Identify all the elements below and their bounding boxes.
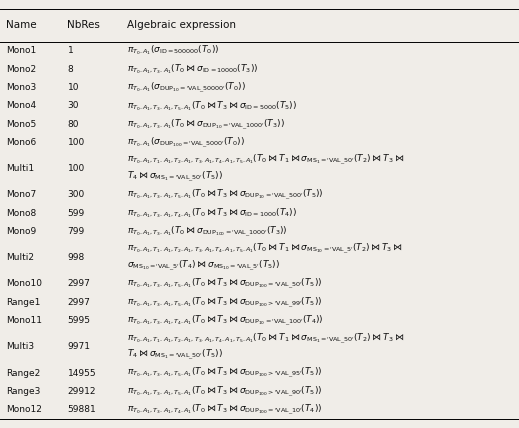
Text: $\pi_{T_0.A_1,T_3.A_1,T_5.A_1}(T_0 \bowtie T_3 \bowtie \sigma_{\mathrm{DUP}_{100: $\pi_{T_0.A_1,T_3.A_1,T_5.A_1}(T_0 \bowt… — [127, 277, 323, 291]
Text: $\pi_{T_0.A_1,T_1.A_1,T_2.A_1,T_3.A_1,T_4.A_1,T_5.A_1}(T_0 \bowtie T_1 \bowtie \: $\pi_{T_0.A_1,T_1.A_1,T_2.A_1,T_3.A_1,T_… — [127, 153, 404, 167]
Text: Mono8: Mono8 — [6, 209, 36, 218]
Text: $\pi_{T_0.A_1,T_3.A_1,T_5.A_1}(T_0 \bowtie T_3 \bowtie \sigma_{\mathrm{ID}=5000}: $\pi_{T_0.A_1,T_3.A_1,T_5.A_1}(T_0 \bowt… — [127, 99, 297, 113]
Text: Mono2: Mono2 — [6, 65, 36, 74]
Text: $\pi_{T_0.A_1,T_3.A_1}(T_0 \bowtie \sigma_{\mathrm{ID}=10000}(T_3))$: $\pi_{T_0.A_1,T_3.A_1}(T_0 \bowtie \sigm… — [127, 62, 258, 76]
Text: 799: 799 — [67, 227, 85, 236]
Text: 30: 30 — [67, 101, 79, 110]
Text: $T_4 \bowtie \sigma_{\mathrm{MS}_1=\mathrm{'VAL\_50'}}(T_5))$: $T_4 \bowtie \sigma_{\mathrm{MS}_1=\math… — [127, 169, 223, 184]
Text: Range3: Range3 — [6, 387, 40, 396]
Text: $\pi_{T_0.A_1,T_3.A_1,T_5.A_1}(T_0 \bowtie T_3 \bowtie \sigma_{\mathrm{DUP}_{100: $\pi_{T_0.A_1,T_3.A_1,T_5.A_1}(T_0 \bowt… — [127, 295, 323, 309]
Text: $\pi_{T_0.A_1}(\sigma_{\mathrm{ID}=500000}(T_0))$: $\pi_{T_0.A_1}(\sigma_{\mathrm{ID}=50000… — [127, 44, 220, 57]
Text: $\pi_{T_0.A_1,T_3.A_1,T_4.A_1}(T_0 \bowtie T_3 \bowtie \sigma_{\mathrm{DUP}_{10}: $\pi_{T_0.A_1,T_3.A_1,T_4.A_1}(T_0 \bowt… — [127, 314, 324, 328]
Text: Mono10: Mono10 — [6, 279, 42, 288]
Text: $\pi_{T_0.A_1,T_3.A_1}(T_0 \bowtie \sigma_{\mathrm{DUP}_{100}=\mathrm{'VAL\_1000: $\pi_{T_0.A_1,T_3.A_1}(T_0 \bowtie \sigm… — [127, 225, 288, 239]
Text: 1: 1 — [67, 46, 73, 55]
Text: Mono12: Mono12 — [6, 405, 42, 414]
Text: 59881: 59881 — [67, 405, 96, 414]
Text: $\pi_{T_0.A_1,T_3.A_1,T_5.A_1}(T_0 \bowtie T_3 \bowtie \sigma_{\mathrm{DUP}_{100: $\pi_{T_0.A_1,T_3.A_1,T_5.A_1}(T_0 \bowt… — [127, 366, 323, 380]
Text: $\pi_{T_0.A_1,T_3.A_1,T_4.A_1}(T_0 \bowtie T_3 \bowtie \sigma_{\mathrm{ID}=1000}: $\pi_{T_0.A_1,T_3.A_1,T_4.A_1}(T_0 \bowt… — [127, 207, 297, 220]
Text: 100: 100 — [67, 164, 85, 173]
Text: Range1: Range1 — [6, 298, 40, 307]
Text: 8: 8 — [67, 65, 73, 74]
Text: 599: 599 — [67, 209, 85, 218]
Text: $\pi_{T_0.A_1}(\sigma_{\mathrm{DUP}_{100}=\mathrm{'VAL\_5000'}}(T_0))$: $\pi_{T_0.A_1}(\sigma_{\mathrm{DUP}_{100… — [127, 136, 245, 150]
Text: 9971: 9971 — [67, 342, 90, 351]
Text: Mono4: Mono4 — [6, 101, 36, 110]
Text: Multi2: Multi2 — [6, 253, 34, 262]
Text: $\pi_{T_0.A_1,T_3.A_1,T_5.A_1}(T_0 \bowtie T_3 \bowtie \sigma_{\mathrm{DUP}_{10}: $\pi_{T_0.A_1,T_3.A_1,T_5.A_1}(T_0 \bowt… — [127, 188, 324, 202]
Text: 14955: 14955 — [67, 369, 96, 377]
Text: NbRes: NbRes — [67, 21, 100, 30]
Text: Mono9: Mono9 — [6, 227, 36, 236]
Text: 300: 300 — [67, 190, 85, 199]
Text: $\sigma_{\mathrm{MS}_{10}=\mathrm{'VAL\_5'}}(T_4) \bowtie \sigma_{\mathrm{MS}_{1: $\sigma_{\mathrm{MS}_{10}=\mathrm{'VAL\_… — [127, 259, 280, 273]
Text: $\pi_{T_0.A_1,T_1.A_1,T_2.A_1,T_3.A_1,T_4.A_1,T_5.A_1}(T_0 \bowtie T_1 \bowtie \: $\pi_{T_0.A_1,T_1.A_1,T_2.A_1,T_3.A_1,T_… — [127, 331, 404, 345]
Text: Mono3: Mono3 — [6, 83, 36, 92]
Text: Algebraic expression: Algebraic expression — [127, 21, 236, 30]
Text: 80: 80 — [67, 120, 79, 129]
Text: 100: 100 — [67, 138, 85, 147]
Text: 29912: 29912 — [67, 387, 96, 396]
Text: $T_4 \bowtie \sigma_{\mathrm{MS}_1=\mathrm{'VAL\_50'}}(T_5))$: $T_4 \bowtie \sigma_{\mathrm{MS}_1=\math… — [127, 348, 223, 362]
Text: Mono6: Mono6 — [6, 138, 36, 147]
Text: $\pi_{T_0.A_1}(\sigma_{\mathrm{DUP}_{10}=\mathrm{'VAL\_50000'}}(T_0))$: $\pi_{T_0.A_1}(\sigma_{\mathrm{DUP}_{10}… — [127, 80, 246, 95]
Text: 998: 998 — [67, 253, 85, 262]
Text: Mono7: Mono7 — [6, 190, 36, 199]
Text: 2997: 2997 — [67, 298, 90, 307]
Text: 2997: 2997 — [67, 279, 90, 288]
Text: 10: 10 — [67, 83, 79, 92]
Text: Mono1: Mono1 — [6, 46, 36, 55]
Text: $\pi_{T_0.A_1,T_3.A_1,T_4.A_1}(T_0 \bowtie T_3 \bowtie \sigma_{\mathrm{DUP}_{100: $\pi_{T_0.A_1,T_3.A_1,T_4.A_1}(T_0 \bowt… — [127, 403, 323, 417]
Text: Multi1: Multi1 — [6, 164, 34, 173]
Text: Mono11: Mono11 — [6, 316, 42, 325]
Text: $\pi_{T_0.A_1,T_3.A_1,T_5.A_1}(T_0 \bowtie T_3 \bowtie \sigma_{\mathrm{DUP}_{100: $\pi_{T_0.A_1,T_3.A_1,T_5.A_1}(T_0 \bowt… — [127, 384, 323, 398]
Text: Mono5: Mono5 — [6, 120, 36, 129]
Text: Multi3: Multi3 — [6, 342, 34, 351]
Text: $\pi_{T_0.A_1,T_3.A_1}(T_0 \bowtie \sigma_{\mathrm{DUP}_{10}=\mathrm{'VAL\_1000': $\pi_{T_0.A_1,T_3.A_1}(T_0 \bowtie \sigm… — [127, 117, 285, 131]
Text: Name: Name — [6, 21, 37, 30]
Text: 5995: 5995 — [67, 316, 90, 325]
Text: $\pi_{T_0.A_1,T_1.A_1,T_2.A_1,T_3.A_1,T_4.A_1,T_5.A_1}(T_0 \bowtie T_1 \bowtie \: $\pi_{T_0.A_1,T_1.A_1,T_2.A_1,T_3.A_1,T_… — [127, 242, 403, 256]
Text: Range2: Range2 — [6, 369, 40, 377]
